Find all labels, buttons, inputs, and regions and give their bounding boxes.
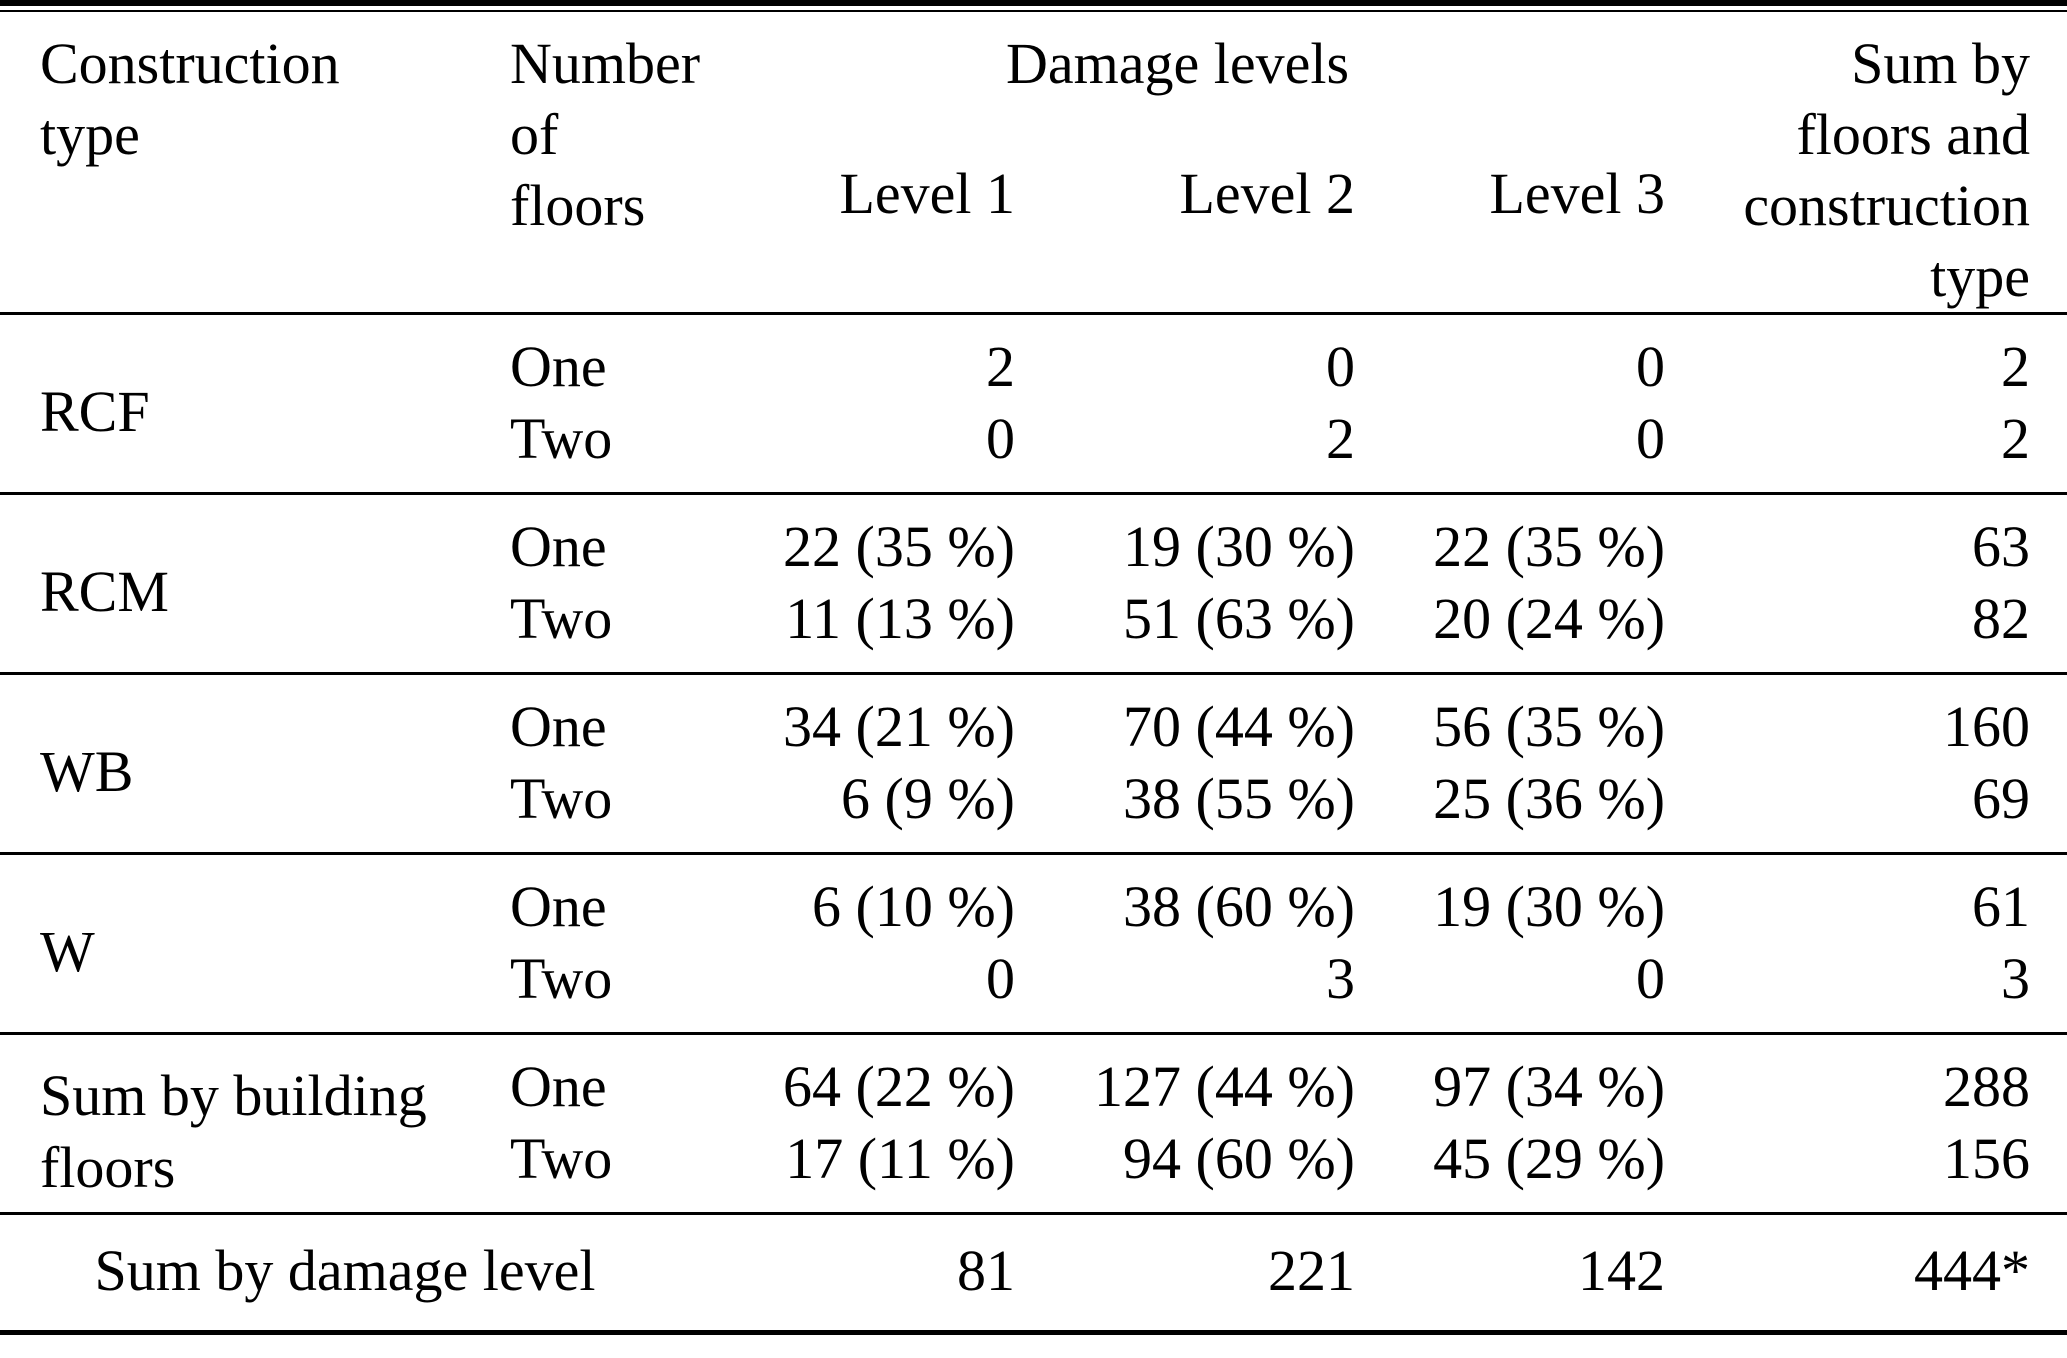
- header-row-levels: Level 1 Level 2 Level 3: [0, 158, 2067, 313]
- table-row: W One 6 (10 %) 38 (60 %) 19 (30 %) 61: [0, 854, 2067, 984]
- cell-floors: Two: [510, 766, 613, 831]
- cell-floors: Two: [510, 406, 613, 471]
- table-header: Construction type Number of floors Damag…: [0, 11, 2067, 314]
- cell-floors: One: [510, 1054, 607, 1119]
- cell-level1: 64 (22 %): [783, 1054, 1015, 1119]
- cell-level2: 19 (30 %): [1123, 514, 1355, 579]
- col-group-header-damage-levels: Damage levels: [1006, 31, 1350, 96]
- cell-sum: 3: [2001, 946, 2031, 1011]
- cell-level3: 0: [1636, 946, 1666, 1011]
- cell-level2: 2: [1326, 406, 1355, 471]
- row-group-label-w: W: [40, 918, 95, 984]
- table-row: RCF One 2 0 0 2: [0, 314, 2067, 444]
- cell-level1: 0: [986, 946, 1015, 1011]
- footer-label-sum-by-damage-level: Sum by damage level: [94, 1238, 596, 1303]
- col-header-level-3: Level 3: [1489, 161, 1666, 227]
- cell-level2: 127 (44 %): [1094, 1054, 1355, 1119]
- cell-level1: 0: [986, 406, 1015, 471]
- table-row: Sum by building floors One 64 (22 %) 127…: [0, 1034, 2067, 1200]
- cell-level3: 22 (35 %): [1433, 514, 1666, 579]
- cell-sum: 2: [2001, 406, 2031, 471]
- cell-level2: 70 (44 %): [1123, 694, 1355, 759]
- cell-level3: 97 (34 %): [1433, 1054, 1666, 1119]
- cell-level1: 2: [986, 334, 1015, 399]
- row-group-rcf: RCF One 2 0 0 2 Two 0 2 0 2: [0, 313, 2067, 494]
- cell-floors: One: [510, 874, 607, 939]
- damage-statistics-table: Construction type Number of floors Damag…: [0, 10, 2067, 1335]
- cell-level1: 22 (35 %): [783, 514, 1015, 579]
- table-footer: Sum by damage level 81 221 142 444*: [0, 1213, 2067, 1333]
- row-group-label-wb: WB: [40, 738, 134, 804]
- cell-level2: 51 (63 %): [1123, 586, 1355, 651]
- cell-sum: 160: [1943, 694, 2031, 759]
- col-header-number-of-floors: Number of floors: [510, 31, 701, 238]
- cell-level3: 25 (36 %): [1433, 766, 1666, 831]
- footer-total-level1: 81: [957, 1238, 1015, 1303]
- table-row: Two 0 3 0 3: [0, 943, 2067, 1034]
- header-row-main: Construction type Number of floors Damag…: [0, 11, 2067, 309]
- cell-sum: 2: [2001, 334, 2031, 399]
- cell-floors: Two: [510, 586, 613, 651]
- footer-total-level2: 221: [1268, 1238, 1355, 1303]
- row-group-label-rcf: RCF: [40, 378, 150, 444]
- cell-level3: 0: [1636, 406, 1666, 471]
- cell-sum: 288: [1943, 1054, 2031, 1119]
- cell-level1: 34 (21 %): [783, 694, 1015, 759]
- table-row: RCM One 22 (35 %) 19 (30 %) 22 (35 %) 63: [0, 494, 2067, 624]
- cell-level2: 3: [1326, 946, 1355, 1011]
- cell-floors: Two: [510, 946, 613, 1011]
- cell-level1: 17 (11 %): [785, 1126, 1015, 1191]
- cell-level1: 6 (10 %): [812, 874, 1015, 939]
- row-group-rcm: RCM One 22 (35 %) 19 (30 %) 22 (35 %) 63…: [0, 493, 2067, 674]
- cell-level2: 38 (60 %): [1123, 874, 1355, 939]
- table-row: Two 11 (13 %) 51 (63 %) 20 (24 %) 82: [0, 583, 2067, 674]
- cell-sum: 69: [1972, 766, 2031, 831]
- cell-sum: 63: [1972, 514, 2031, 579]
- cell-level3: 20 (24 %): [1433, 586, 1666, 651]
- cell-sum: 82: [1972, 586, 2031, 651]
- cell-level2: 0: [1326, 334, 1355, 399]
- cell-level2: 38 (55 %): [1123, 766, 1355, 831]
- cell-floors: One: [510, 514, 607, 579]
- row-group-w: W One 6 (10 %) 38 (60 %) 19 (30 %) 61 Tw…: [0, 853, 2067, 1034]
- cell-sum: 61: [1972, 874, 2031, 939]
- row-group-label-rcm: RCM: [40, 558, 169, 624]
- cell-sum: 156: [1943, 1126, 2031, 1191]
- col-header-construction-type: Construction type: [40, 31, 340, 167]
- table-row: Two 0 2 0 2: [0, 403, 2067, 494]
- row-group-label-sum-by-building-floors: Sum by building floors: [40, 1062, 427, 1200]
- table-row: Two 17 (11 %) 94 (60 %) 45 (29 %) 156: [0, 1123, 2067, 1214]
- footer-grand-total: 444*: [1914, 1238, 2031, 1303]
- cell-floors: One: [510, 694, 607, 759]
- cell-level1: 11 (13 %): [785, 586, 1015, 651]
- cell-level2: 94 (60 %): [1123, 1126, 1355, 1191]
- footer-total-level3: 142: [1578, 1238, 1666, 1303]
- cell-level3: 56 (35 %): [1433, 694, 1666, 759]
- cell-level3: 0: [1636, 334, 1666, 399]
- row-group-wb: WB One 34 (21 %) 70 (44 %) 56 (35 %) 160…: [0, 673, 2067, 854]
- table-row: Two 6 (9 %) 38 (55 %) 25 (36 %) 69: [0, 763, 2067, 854]
- col-header-level-1: Level 1: [839, 161, 1015, 227]
- cell-floors: One: [510, 334, 607, 399]
- table-row: WB One 34 (21 %) 70 (44 %) 56 (35 %) 160: [0, 674, 2067, 804]
- cell-floors: Two: [510, 1126, 613, 1191]
- col-header-sum-by-floors: Sum by floors and construction type: [1743, 31, 2031, 309]
- row-group-sum-by-building-floors: Sum by building floors One 64 (22 %) 127…: [0, 1033, 2067, 1214]
- cell-level3: 45 (29 %): [1433, 1126, 1666, 1191]
- cell-level3: 19 (30 %): [1433, 874, 1666, 939]
- sum-by-damage-level-row: Sum by damage level 81 221 142 444*: [0, 1214, 2067, 1333]
- cell-level1: 6 (9 %): [841, 766, 1015, 831]
- col-header-level-2: Level 2: [1179, 161, 1355, 227]
